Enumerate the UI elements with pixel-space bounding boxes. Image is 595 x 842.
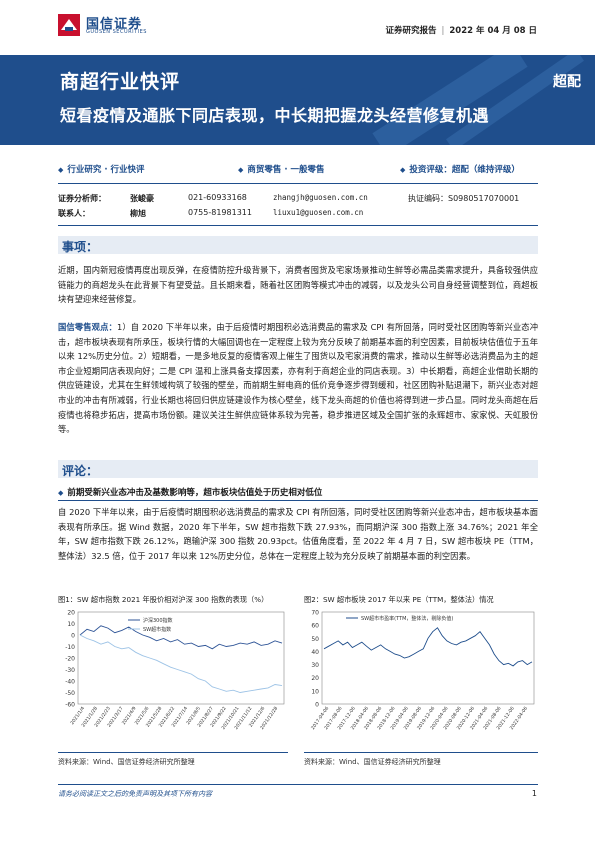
divider xyxy=(58,784,538,785)
y-tick-label: -10 xyxy=(65,644,75,651)
y-tick-label: 60 xyxy=(311,623,319,630)
figure1-source: 资料来源：Wind、国信证券经济研究所整理 xyxy=(58,758,195,766)
guosen-logo-icon xyxy=(58,14,80,36)
y-tick-label: 10 xyxy=(311,688,319,695)
y-tick-label: 0 xyxy=(71,633,75,640)
report-info: 证券研究报告 | 2022 年 04 月 08 日 xyxy=(385,24,537,36)
analyst-phone: 021-60933168 xyxy=(188,193,247,202)
y-tick-label: 0 xyxy=(315,702,319,709)
y-tick-label: 40 xyxy=(311,649,319,656)
analyst-label: 证券分析师： xyxy=(58,194,106,203)
section-heading-comment: 评论： xyxy=(58,460,538,478)
contact-email[interactable]: liuxu1@guosen.com.cn xyxy=(273,208,364,217)
section-title: 事项： xyxy=(62,240,99,254)
legend-label: SW超市市盈率(TTM，整体法，剔除负值) xyxy=(361,615,453,622)
figure1-title: 图1：SW 超市指数 2021 年股价相对沪深 300 指数的表现（%） xyxy=(58,595,269,604)
page-number: 1 xyxy=(531,789,537,798)
divider xyxy=(58,225,538,226)
series-line xyxy=(79,625,283,650)
paragraph-intro: 近期，国内新冠疫情再度出现反弹，在疫情防控升级背景下，消费者囤货及宅家场景推动生… xyxy=(58,265,538,305)
divider xyxy=(58,500,538,501)
logo-text-cn: 国信证券 xyxy=(86,17,143,32)
page-header: 国信证券 GUOSEN SECURITIES 证券研究报告 | 2022 年 04 … xyxy=(0,0,595,48)
analyst-row: 证券分析师： 张峻豪 021-60933168 zhangjh@guosen.c… xyxy=(58,193,538,205)
legend-label: SW超市指数 xyxy=(143,626,171,633)
banner-decoration xyxy=(372,55,584,145)
analyst-name: 张峻豪 xyxy=(130,194,154,203)
divider xyxy=(58,752,288,753)
y-tick-label: -40 xyxy=(65,679,75,686)
figure2-title: 图2：SW 超市板块 2017 年以来 PE（TTM，整体法）情况 xyxy=(304,595,494,604)
view-body: 1）自 2020 下半年以来，由于后疫情时期囤积必选消费品的需求及 CPI 有所… xyxy=(58,322,538,435)
meta-row: ◆ 行业研究 · 行业快评 ◆ 商贸零售 · 一般零售 ◆ 投资评级：超配（维持评级） xyxy=(58,163,538,177)
contact-label: 联系人： xyxy=(58,209,90,218)
report-title: 商超行业快评 xyxy=(60,71,181,93)
diamond-icon: ◆ xyxy=(58,489,64,497)
y-tick-label: -20 xyxy=(65,656,75,663)
contact-row: 联系人： 柳旭 0755-81981311 liuxu1@guosen.com.… xyxy=(58,208,538,220)
y-tick-label: 70 xyxy=(311,610,319,617)
figure2-source: 资料来源：Wind、国信证券经济研究所整理 xyxy=(304,758,441,766)
diamond-icon: ◆ xyxy=(58,166,64,174)
meta-sector: ◆ 商贸零售 · 一般零售 xyxy=(238,165,325,175)
analyst-email[interactable]: zhangjh@guosen.com.cn xyxy=(273,193,368,202)
y-tick-label: -50 xyxy=(65,690,75,697)
section-title: 评论： xyxy=(62,464,99,478)
logo-text-en: GUOSEN SECURITIES xyxy=(86,29,147,35)
plot-frame xyxy=(77,611,285,705)
diamond-icon: ◆ xyxy=(400,166,406,174)
meta-rating: ◆ 投资评级：超配（维持评级） xyxy=(400,165,520,175)
divider xyxy=(304,752,538,753)
report-date: 2022 年 04 月 08 日 xyxy=(449,26,537,36)
y-tick-label: -30 xyxy=(65,667,75,674)
analyst-cert: 执证编码：S0980517070001 xyxy=(408,194,520,203)
y-tick-label: 20 xyxy=(67,610,75,617)
y-tick-label: 20 xyxy=(311,675,319,682)
y-tick-label: 10 xyxy=(67,621,75,628)
paragraph-comment: 自 2020 下半年以来，由于后疫情时期囤积必选消费品的需求及 CPI 有所回落… xyxy=(58,507,538,561)
figure1-chart: 20100-10-20-30-40-50-602021/1/42021/1/28… xyxy=(65,610,285,731)
diamond-icon: ◆ xyxy=(238,166,244,174)
footer-disclaimer: 请务必阅读正文之后的免责声明及其项下所有内容 xyxy=(58,790,212,798)
section-heading-events: 事项： xyxy=(58,236,538,254)
report-type: 证券研究报告 xyxy=(385,26,437,36)
series-line xyxy=(323,627,533,667)
title-banner: 商超行业快评 短看疫情及通胀下同店表现，中长期把握龙头经营修复机遇 超配 xyxy=(0,55,595,145)
series-line xyxy=(79,634,283,693)
bullet-heading: ◆ 前期受新兴业态冲击及基数影响等，超市板块估值处于历史相对低位 xyxy=(58,488,323,498)
contact-phone: 0755-81981311 xyxy=(188,208,252,217)
divider xyxy=(58,183,538,184)
plot-frame xyxy=(321,611,535,705)
view-lead: 国信零售观点： xyxy=(58,322,117,332)
y-tick-label: 50 xyxy=(311,636,319,643)
y-tick-label: -60 xyxy=(65,702,75,709)
figure2-chart: 7060504030201002017-04-062017-08-062017-… xyxy=(310,610,535,731)
y-tick-label: 30 xyxy=(311,662,319,669)
report-subtitle: 短看疫情及通胀下同店表现，中长期把握龙头经营修复机遇 xyxy=(60,106,490,125)
legend-label: 沪深300指数 xyxy=(143,617,173,624)
contact-name: 柳旭 xyxy=(130,209,146,218)
meta-category: ◆ 行业研究 · 行业快评 xyxy=(58,165,145,175)
rating-badge: 超配 xyxy=(553,74,581,90)
paragraph-view: 国信零售观点：1）自 2020 下半年以来，由于后疫情时期囤积必选消费品的需求及… xyxy=(58,320,538,437)
separator: | xyxy=(441,26,445,36)
